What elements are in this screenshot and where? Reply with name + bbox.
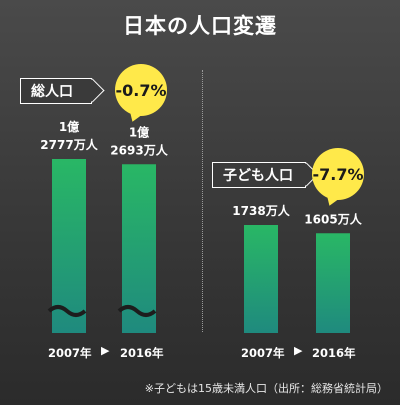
total-year-2007: 2007年 xyxy=(48,346,92,360)
total-change-bubble: -0.7% xyxy=(115,64,167,116)
bar-0-0 xyxy=(52,159,86,333)
child-change-bubble: -7.7% xyxy=(312,148,364,200)
total-arrow-icon: ▶ xyxy=(101,344,110,357)
total-change-label: -0.7% xyxy=(115,80,167,100)
bar-1-1 xyxy=(316,233,350,333)
total-population-tag: 総人口 xyxy=(20,78,92,104)
child-year-2007: 2007年 xyxy=(241,346,285,360)
child-year-2016: 2016年 xyxy=(312,346,356,360)
total-year-2016: 2016年 xyxy=(120,346,164,360)
value-label-top-0-0: 1億 xyxy=(59,119,79,134)
panel-divider xyxy=(202,70,203,332)
page-title: 日本の人口変遷 xyxy=(123,14,277,38)
child-population-tag-label: 子ども人口 xyxy=(223,168,293,184)
axis-break-0-0 xyxy=(47,305,87,317)
child-arrow-icon: ▶ xyxy=(294,344,303,357)
value-label-0-0: 2777万人 xyxy=(40,137,98,152)
bar-1-0 xyxy=(244,225,278,333)
axis-break-0-1 xyxy=(117,305,157,317)
value-label-top-0-1: 1億 xyxy=(129,124,149,139)
footnote: ※子どもは15歳未満人口（出所：総務省統計局） xyxy=(144,382,388,395)
total-population-tag-label: 総人口 xyxy=(31,84,73,100)
bar-0-1 xyxy=(122,164,156,333)
value-label-1-0: 1738万人 xyxy=(232,203,290,218)
child-change-label: -7.7% xyxy=(312,164,364,184)
value-label-1-1: 1605万人 xyxy=(304,211,362,226)
child-population-tag: 子ども人口 xyxy=(212,162,306,188)
value-label-0-1: 2693万人 xyxy=(110,142,168,157)
